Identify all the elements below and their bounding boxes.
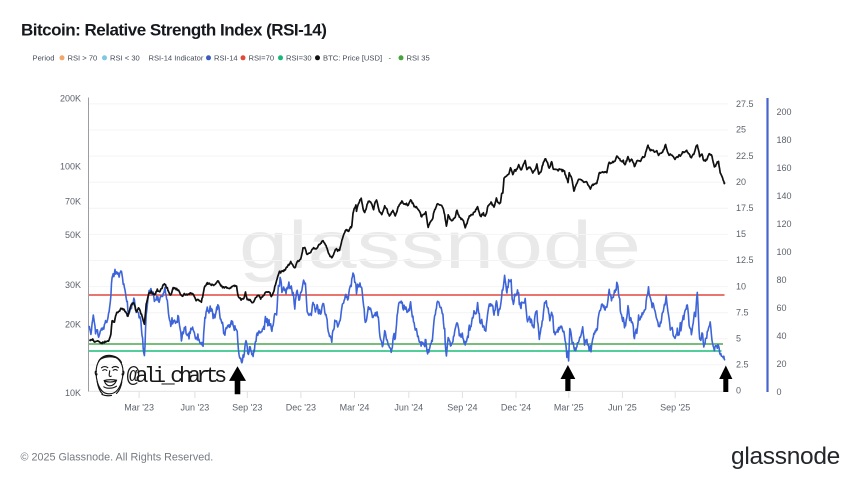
svg-text:Mar '23: Mar '23 [124,403,154,413]
svg-text:15: 15 [736,229,746,239]
svg-text:Dec '23: Dec '23 [286,403,316,413]
svg-text:RSI-14 Indicator: RSI-14 Indicator [149,54,204,63]
svg-text:RSI-14: RSI-14 [214,54,238,63]
svg-text:2.5: 2.5 [736,360,749,370]
svg-text:50K: 50K [65,230,81,240]
svg-text:RSI=70: RSI=70 [249,54,275,63]
svg-text:30K: 30K [65,280,81,290]
svg-text:120: 120 [777,219,792,229]
svg-text:40: 40 [777,331,787,341]
svg-text:0: 0 [736,386,741,396]
svg-text:Jun '24: Jun '24 [394,403,423,413]
svg-text:Sep '23: Sep '23 [232,403,262,413]
svg-text:Jun '25: Jun '25 [608,403,637,413]
svg-text:Mar '25: Mar '25 [554,403,584,413]
svg-text:80: 80 [777,275,787,285]
svg-text:© 2025 Glassnode. All Rights R: © 2025 Glassnode. All Rights Reserved. [21,452,214,464]
svg-text:200K: 200K [60,94,81,104]
svg-text:27.5: 27.5 [736,99,754,109]
svg-text:glassnode: glassnode [239,208,641,283]
svg-text:-: - [389,54,392,63]
svg-text:0: 0 [777,387,782,397]
svg-text:BTC: Price [USD]: BTC: Price [USD] [323,54,382,63]
svg-text:12.5: 12.5 [736,255,754,265]
svg-text:20: 20 [736,177,746,187]
svg-text:60: 60 [777,303,787,313]
svg-text:100: 100 [777,247,792,257]
svg-text:17.5: 17.5 [736,203,754,213]
svg-text:Sep '24: Sep '24 [447,403,477,413]
svg-text:25: 25 [736,125,746,135]
svg-text:Jun '23: Jun '23 [181,403,210,413]
svg-text:RSI > 70: RSI > 70 [68,54,98,63]
svg-text:22.5: 22.5 [736,151,754,161]
svg-text:20: 20 [777,359,787,369]
svg-text:Dec '24: Dec '24 [501,403,531,413]
svg-text:200: 200 [777,107,792,117]
svg-text:20K: 20K [65,320,81,330]
svg-text:RSI 35: RSI 35 [407,54,430,63]
svg-text:10: 10 [736,281,746,291]
svg-text:70K: 70K [65,197,81,207]
svg-text:10K: 10K [65,388,81,398]
svg-text:180: 180 [777,135,792,145]
svg-text:100K: 100K [60,161,81,171]
svg-text:Mar '24: Mar '24 [340,403,370,413]
svg-text:Period: Period [33,54,55,63]
svg-text:160: 160 [777,163,792,173]
svg-text:5: 5 [736,334,741,344]
svg-text:7.5: 7.5 [736,307,749,317]
svg-text:Bitcoin: Relative Strength Ind: Bitcoin: Relative Strength Index (RSI-14… [21,21,326,40]
svg-text:140: 140 [777,191,792,201]
svg-text:RSI=30: RSI=30 [286,54,312,63]
svg-text:Sep '25: Sep '25 [660,403,690,413]
svg-text:@ali_charts: @ali_charts [127,364,227,389]
svg-text:glassnode: glassnode [731,443,840,470]
svg-text:RSI < 30: RSI < 30 [110,54,140,63]
